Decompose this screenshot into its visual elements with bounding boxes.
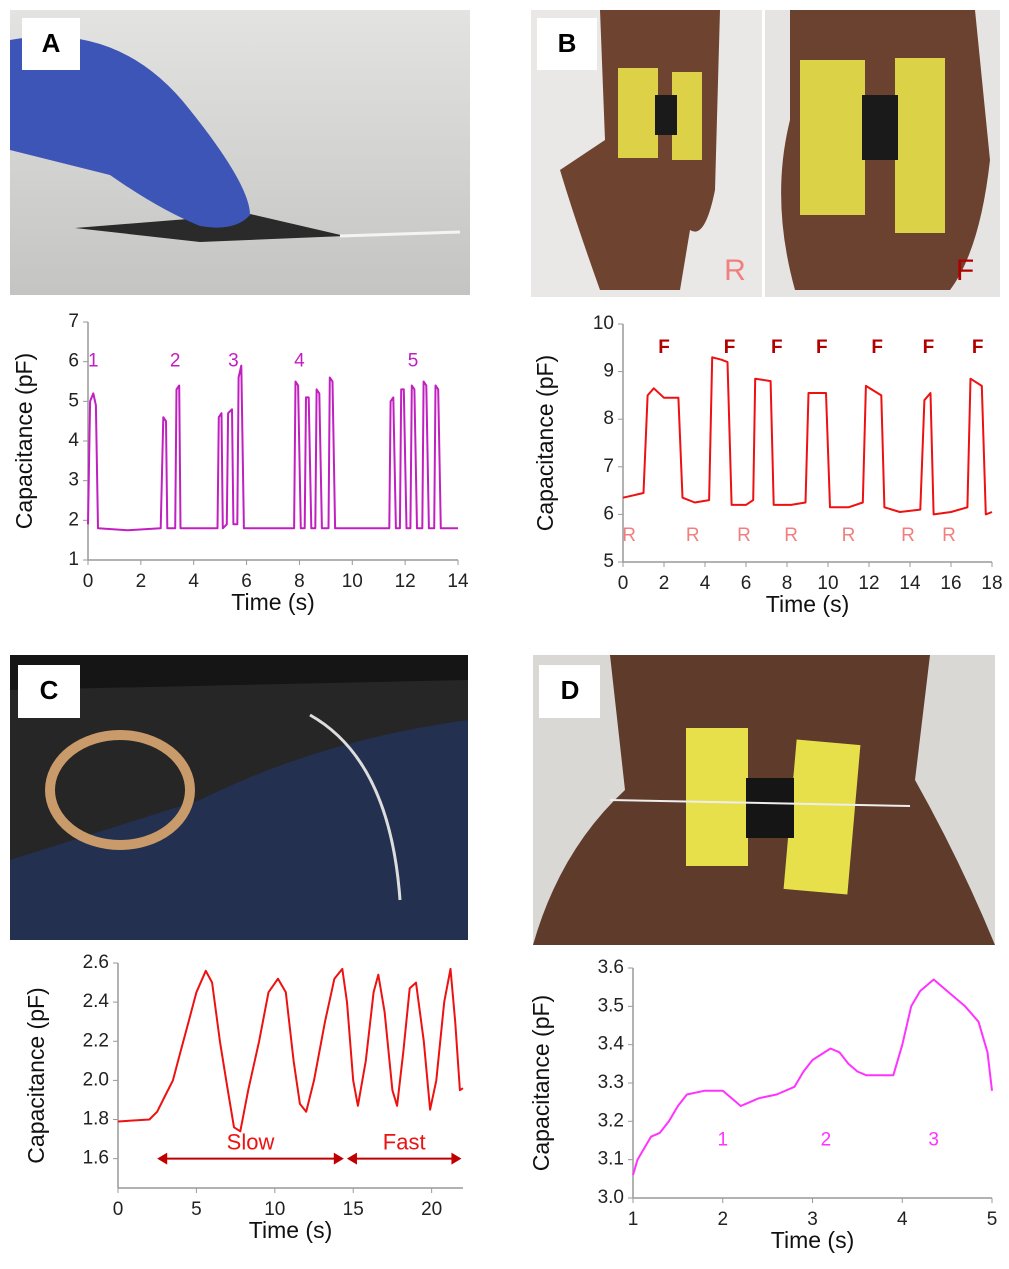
annotation: R xyxy=(737,525,751,546)
y-tick-label: 3.1 xyxy=(598,1149,624,1170)
x-tick-label: 5 xyxy=(191,1199,202,1220)
annotation: F xyxy=(972,337,984,358)
x-tick-label: 2 xyxy=(136,571,147,592)
annotation: F xyxy=(771,337,783,358)
y-tick-label: 1.8 xyxy=(83,1109,109,1130)
annotation: F xyxy=(816,337,828,358)
x-tick-label: 16 xyxy=(940,573,961,594)
y-tick-label: 3.4 xyxy=(598,1034,625,1055)
x-tick-label: 4 xyxy=(188,571,199,592)
annotation: R xyxy=(686,525,700,546)
x-tick-label: 0 xyxy=(83,571,94,592)
annotation: 1 xyxy=(88,351,99,372)
y-tick-label: 8 xyxy=(603,408,614,429)
x-tick-label: 20 xyxy=(421,1199,442,1220)
y-tick-label: 7 xyxy=(68,311,79,332)
y-tick-label: 9 xyxy=(603,361,614,382)
y-tick-label: 3.6 xyxy=(598,957,624,978)
annotation: 2 xyxy=(170,351,181,372)
y-tick-label: 3.0 xyxy=(598,1187,624,1208)
panel-label: A xyxy=(42,28,61,58)
page: R F A B C D 123456702468101214Time (s)Ca… xyxy=(0,0,1009,1269)
x-tick-label: 14 xyxy=(447,571,469,592)
y-tick-label: 3 xyxy=(68,470,79,491)
y-tick-label: 3.3 xyxy=(598,1072,624,1093)
y-axis-label: Capacitance (pF) xyxy=(23,987,49,1163)
annotation: F xyxy=(658,337,670,358)
y-axis-label: Capacitance (pF) xyxy=(11,353,37,529)
x-tick-label: 6 xyxy=(741,573,752,594)
x-tick-label: 4 xyxy=(700,573,711,594)
x-tick-label: 1 xyxy=(628,1209,639,1230)
y-tick-label: 1 xyxy=(68,549,79,570)
y-tick-label: 2 xyxy=(68,509,79,530)
annotation: 5 xyxy=(408,351,419,372)
photo-d xyxy=(533,655,995,945)
y-tick-label: 5 xyxy=(603,551,614,572)
data-line xyxy=(118,969,463,1131)
annotation: F xyxy=(871,337,883,358)
annotation: F xyxy=(923,337,935,358)
y-tick-label: 3.2 xyxy=(598,1110,624,1131)
annotation: R xyxy=(942,525,956,546)
y-tick-label: 6 xyxy=(603,503,614,524)
x-tick-label: 4 xyxy=(897,1209,908,1230)
x-axis-label: Time (s) xyxy=(231,589,314,615)
panel-label: B xyxy=(558,28,577,58)
y-tick-label: 1.6 xyxy=(83,1148,109,1169)
annotation: R xyxy=(622,525,636,546)
annotation: R xyxy=(784,525,798,546)
x-tick-label: 14 xyxy=(899,573,921,594)
y-tick-label: 4 xyxy=(68,430,79,451)
x-tick-label: 5 xyxy=(987,1209,998,1230)
annotation: R xyxy=(842,525,856,546)
y-tick-label: 5 xyxy=(68,390,79,411)
photo-label: F xyxy=(956,254,974,287)
y-tick-label: 2.6 xyxy=(83,952,109,973)
annotation: 2 xyxy=(821,1130,832,1151)
y-tick-label: 3.5 xyxy=(598,995,624,1016)
x-axis-label: Time (s) xyxy=(249,1217,332,1243)
figure: R F A B C D 123456702468101214Time (s)Ca… xyxy=(0,0,1009,1269)
x-tick-label: 12 xyxy=(395,571,416,592)
photo-b: R F xyxy=(531,10,1000,297)
panel-label: D xyxy=(561,675,580,705)
x-axis-label: Time (s) xyxy=(766,591,849,617)
y-tick-label: 2.0 xyxy=(83,1069,109,1090)
x-tick-label: 10 xyxy=(342,571,363,592)
annotation: 3 xyxy=(228,351,239,372)
annotation: 4 xyxy=(294,351,305,372)
x-tick-label: 2 xyxy=(659,573,670,594)
annotation: 1 xyxy=(717,1130,728,1151)
y-tick-label: 10 xyxy=(593,313,614,334)
photo-label: R xyxy=(724,254,746,287)
x-tick-label: 15 xyxy=(343,1199,364,1220)
y-tick-label: 2.4 xyxy=(83,991,110,1012)
x-axis-label: Time (s) xyxy=(771,1227,854,1253)
annotation: R xyxy=(901,525,915,546)
y-tick-label: 7 xyxy=(603,456,614,477)
annotation: 3 xyxy=(928,1130,939,1151)
y-axis-label: Capacitance (pF) xyxy=(532,355,558,531)
data-line xyxy=(88,366,458,531)
range-label: Slow xyxy=(227,1129,275,1154)
panel-label: C xyxy=(40,675,59,705)
x-tick-label: 12 xyxy=(858,573,879,594)
y-axis-label: Capacitance (pF) xyxy=(528,995,554,1171)
x-tick-label: 2 xyxy=(717,1209,728,1230)
range-label: Fast xyxy=(383,1129,426,1154)
y-tick-label: 6 xyxy=(68,351,79,372)
data-line xyxy=(623,357,992,514)
y-tick-label: 2.2 xyxy=(83,1030,109,1051)
chart: 3.0 3.1 3.2 3.3 3.4 3.5 3.6 1 2 3 4 5 Time (s) Capaci… xyxy=(528,957,997,1253)
annotation: F xyxy=(724,337,736,358)
x-tick-label: 0 xyxy=(113,1199,124,1220)
x-tick-label: 0 xyxy=(618,573,629,594)
x-tick-label: 18 xyxy=(981,573,1002,594)
